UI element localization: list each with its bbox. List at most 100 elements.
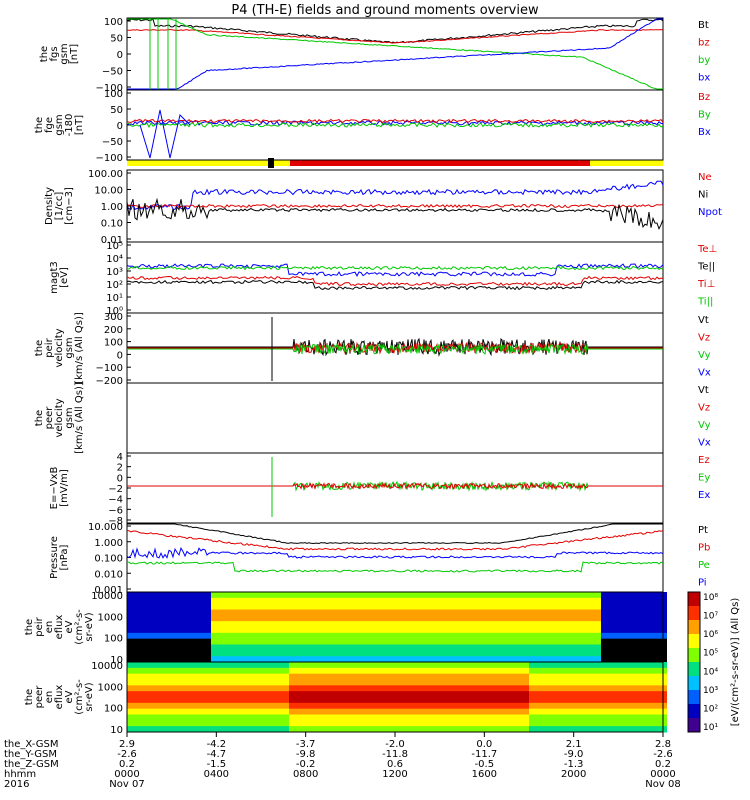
- heatmap-cell: [349, 621, 355, 628]
- heatmap-cell: [511, 650, 517, 657]
- heatmap-cell: [145, 679, 151, 686]
- heatmap-cell: [559, 662, 565, 669]
- y-tick-label: −50: [102, 67, 123, 78]
- ephemeris-value: -2.6: [117, 749, 137, 760]
- heatmap-cell: [553, 603, 559, 610]
- heatmap-cell: [205, 615, 211, 622]
- heatmap-cell: [445, 650, 451, 657]
- heatmap-cell: [523, 720, 529, 727]
- heatmap-cell: [421, 697, 427, 704]
- heatmap-cell: [355, 603, 361, 610]
- heatmap-cell: [355, 679, 361, 686]
- heatmap-cell: [409, 603, 415, 610]
- heatmap-cell: [259, 720, 265, 727]
- y-tick-label: 0: [117, 473, 123, 484]
- heatmap-cell: [217, 720, 223, 727]
- heatmap-cell: [259, 673, 265, 680]
- y-axis-label: velocity: [54, 398, 65, 437]
- heatmap-cell: [511, 638, 517, 645]
- heatmap-cell: [601, 615, 607, 622]
- heatmap-cell: [151, 673, 157, 680]
- heatmap-cell: [409, 609, 415, 616]
- heatmap-cell: [313, 627, 319, 634]
- heatmap-cell: [379, 603, 385, 610]
- y-axis-label: [km/s (All Qs)]: [74, 382, 85, 454]
- heatmap-cell: [325, 673, 331, 680]
- heatmap-cell: [409, 656, 415, 663]
- heatmap-cell: [541, 673, 547, 680]
- heatmap-cell: [205, 685, 211, 692]
- heatmap-cell: [265, 685, 271, 692]
- heatmap-cell: [595, 679, 601, 686]
- heatmap-cell: [553, 632, 559, 640]
- heatmap-cell: [337, 697, 343, 704]
- y-axis-label: Pressure: [49, 536, 60, 579]
- heatmap-cell: [295, 714, 301, 721]
- heatmap-cell: [265, 702, 271, 710]
- heatmap-cell: [127, 667, 133, 675]
- heatmap-cell: [619, 615, 625, 622]
- heatmap-cell: [661, 650, 667, 657]
- heatmap-cell: [187, 609, 193, 616]
- heatmap-cell: [391, 685, 397, 692]
- heatmap-cell: [607, 656, 613, 663]
- heatmap-cell: [625, 720, 631, 727]
- heatmap-cell: [157, 621, 163, 628]
- legend-entry: Te⊥: [697, 244, 717, 255]
- heatmap-cell: [637, 609, 643, 616]
- heatmap-cell: [577, 650, 583, 657]
- heatmap-cell: [397, 667, 403, 675]
- heatmap-cell: [277, 667, 283, 675]
- heatmap-cell: [337, 627, 343, 634]
- heatmap-cell: [613, 679, 619, 686]
- heatmap-cell: [469, 621, 475, 628]
- heatmap-cell: [571, 679, 577, 686]
- heatmap-cell: [337, 726, 343, 733]
- heatmap-cell: [475, 627, 481, 634]
- heatmap-cell: [163, 662, 169, 669]
- heatmap-cell: [361, 662, 367, 669]
- heatmap-cell: [415, 697, 421, 704]
- heatmap-cell: [637, 656, 643, 663]
- heatmap-cell: [271, 714, 277, 721]
- heatmap-cell: [439, 609, 445, 616]
- heatmap-cell: [433, 714, 439, 721]
- heatmap-cell: [127, 627, 133, 634]
- heatmap-cell: [217, 592, 223, 599]
- heatmap-cell: [469, 638, 475, 645]
- heatmap-cell: [175, 615, 181, 622]
- heatmap-cell: [355, 632, 361, 640]
- heatmap-cell: [559, 667, 565, 675]
- heatmap-cell: [595, 697, 601, 704]
- heatmap-cell: [529, 632, 535, 640]
- heatmap-cell: [409, 726, 415, 733]
- heatmap-cell: [589, 673, 595, 680]
- heatmap-cell: [139, 720, 145, 727]
- heatmap-cell: [205, 597, 211, 605]
- heatmap-cell: [367, 702, 373, 710]
- heatmap-cell: [187, 650, 193, 657]
- heatmap-cell: [577, 638, 583, 645]
- heatmap-cell: [619, 691, 625, 698]
- heatmap-cell: [649, 650, 655, 657]
- heatmap-cell: [391, 609, 397, 616]
- y-tick-label: 1000: [98, 682, 123, 693]
- heatmap-cell: [199, 644, 205, 651]
- heatmap-cell: [247, 632, 253, 640]
- heatmap-cell: [211, 615, 217, 622]
- heatmap-cell: [187, 720, 193, 727]
- heatmap-cell: [649, 667, 655, 675]
- heatmap-cell: [169, 644, 175, 651]
- heatmap-cell: [259, 627, 265, 634]
- heatmap-cell: [355, 597, 361, 605]
- heatmap-cell: [553, 685, 559, 692]
- heatmap-cell: [541, 597, 547, 605]
- heatmap-cell: [385, 679, 391, 686]
- heatmap-cell: [493, 702, 499, 710]
- heatmap-cell: [451, 708, 457, 715]
- heatmap-cell: [391, 627, 397, 634]
- heatmap-cell: [373, 667, 379, 675]
- heatmap-cell: [277, 609, 283, 616]
- heatmap-cell: [451, 644, 457, 651]
- heatmap-cell: [631, 720, 637, 727]
